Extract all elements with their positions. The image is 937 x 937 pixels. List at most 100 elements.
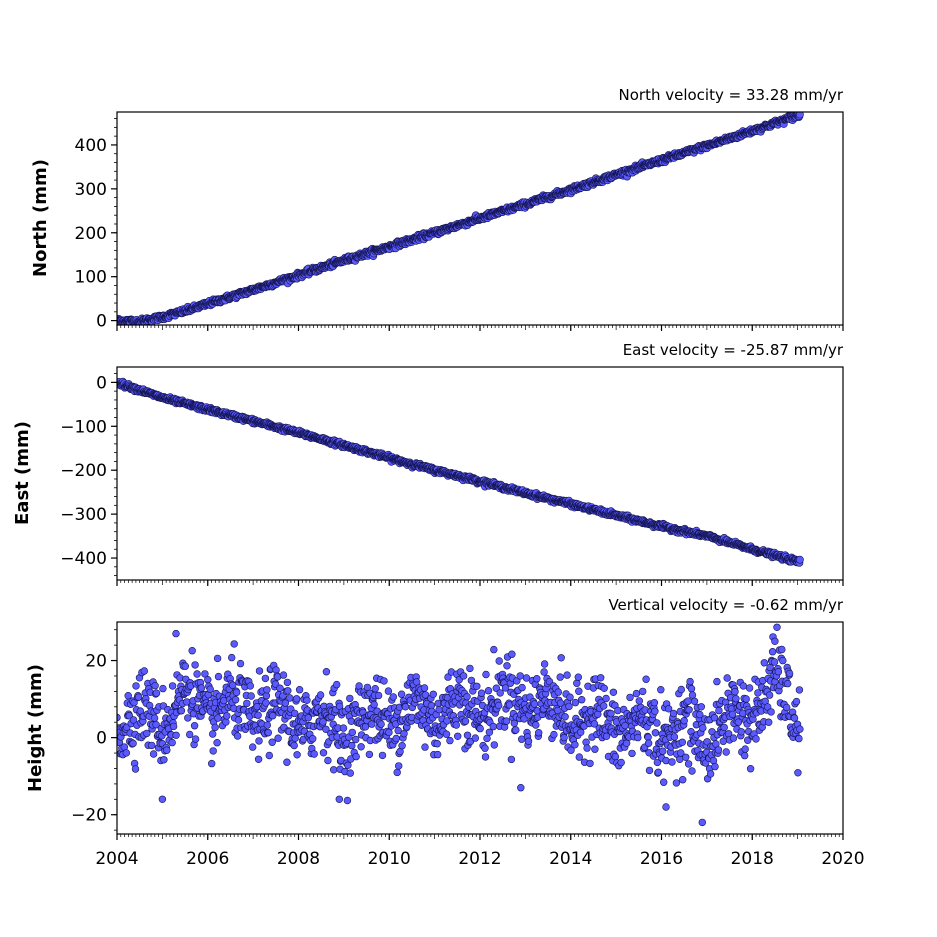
data-point [680,716,688,725]
data-point [602,732,611,740]
data-point [711,762,719,771]
data-point [561,713,569,721]
data-point [184,714,192,722]
data-point [392,734,400,743]
data-point [232,688,241,697]
data-point [617,758,625,767]
data-point [333,680,341,689]
outlier-point [771,637,779,645]
data-point [492,684,500,692]
data-point [188,646,196,655]
data-point [420,684,429,692]
data-point [246,682,255,690]
data-point [393,768,401,777]
data-point [444,673,452,681]
ytick-label: 400 [75,136,107,156]
outlier-point [662,803,670,811]
ytick-label: −400 [60,549,107,569]
data-point [249,743,257,751]
east-ytick-labels: 0 −100 −200 −300 −400 [60,373,107,569]
data-point [483,734,491,743]
data-point [357,743,365,751]
data-point [150,714,159,722]
data-point [191,735,200,743]
data-point [274,734,282,742]
east-points [117,377,804,567]
data-point [177,706,186,715]
data-point [214,714,222,722]
data-point [540,660,549,668]
data-point [377,720,385,728]
data-point [190,721,199,730]
data-point [140,667,149,675]
data-point [291,734,299,742]
data-point [650,698,659,707]
data-point [706,770,715,778]
data-point [684,697,692,705]
data-point [160,756,168,764]
data-point [290,741,298,750]
data-point [385,728,393,737]
data-point [503,662,511,670]
xtick-label: 2016 [640,849,683,869]
data-point [303,696,311,704]
data-point [352,735,360,744]
data-point [485,728,494,736]
data-point [243,699,251,708]
data-point [452,721,460,729]
data-point [263,721,271,729]
data-point [122,749,131,757]
data-point [466,664,474,673]
outlier-point [517,783,525,792]
data-point [370,700,378,709]
data-point [501,684,510,692]
data-point [365,750,374,759]
ytick-label: −200 [60,461,107,481]
data-point [229,681,237,689]
data-point [293,751,301,759]
data-point [657,685,665,694]
data-point [265,751,273,760]
data-point [794,769,802,777]
data-point [556,673,564,681]
data-point [583,744,591,752]
east-velocity-title: East velocity = -25.87 mm/yr [623,341,844,359]
data-point [645,766,654,775]
data-point [651,729,660,737]
data-point [129,739,137,748]
data-point [484,686,493,695]
data-point [658,747,667,755]
data-point [534,728,543,737]
data-point [151,681,159,690]
height-panel: Vertical velocity = -0.62 mm/yr Height (… [25,596,865,869]
data-point [223,712,231,720]
data-point [481,744,489,752]
data-point [739,682,747,690]
data-point [764,718,773,726]
data-point [490,741,498,749]
data-point [688,691,697,699]
data-point [746,764,755,773]
data-point [159,684,167,693]
data-point [734,718,743,726]
data-point [688,767,696,775]
data-point [398,741,406,750]
data-point [728,710,737,719]
data-point [653,719,661,727]
east-panel: East velocity = -25.87 mm/yr East (mm) 0… [12,341,844,586]
data-point [319,749,328,757]
xtick-label: 2006 [186,849,229,869]
north-ytick-labels: 0 100 200 300 400 [75,136,107,332]
data-point [720,723,728,732]
data-point [512,726,520,734]
data-point [796,112,804,119]
data-point [563,671,571,679]
data-point [520,715,528,723]
data-point [611,752,620,761]
data-point [348,741,356,750]
data-point [760,659,768,667]
data-point [510,719,518,727]
data-point [710,714,719,722]
data-point [596,674,605,682]
